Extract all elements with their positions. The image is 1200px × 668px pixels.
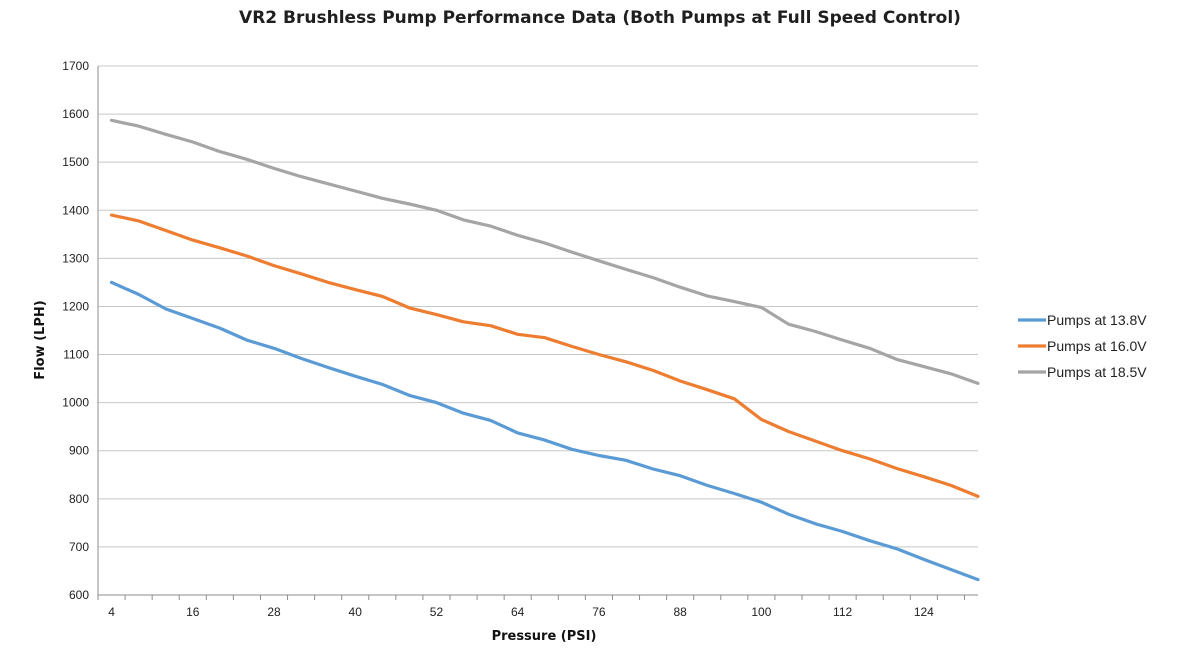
series-lines xyxy=(109,118,980,582)
y-tick-labels: 600 700 800 900 1000 1100 1200 1300 1400 1500 1600… xyxy=(62,59,89,602)
x-tick-label: 100 xyxy=(751,605,771,619)
x-tick-label: 76 xyxy=(592,605,606,619)
axes xyxy=(97,66,978,600)
y-tick-label: 1500 xyxy=(62,155,89,169)
y-tick-label: 800 xyxy=(69,492,89,506)
x-tick-label: 52 xyxy=(430,605,444,619)
y-tick-label: 1700 xyxy=(62,59,89,73)
series-line-2 xyxy=(109,213,980,498)
y-tick-label: 1400 xyxy=(62,203,89,217)
y-tick-label: 1000 xyxy=(62,396,89,410)
x-tick-label: 16 xyxy=(186,605,200,619)
x-tick-label: 124 xyxy=(914,605,934,619)
y-tick-label: 1300 xyxy=(62,251,89,265)
y-tick-label: 700 xyxy=(69,540,89,554)
legend-label: Pumps at 16.0V xyxy=(1047,338,1147,354)
x-tick-labels: 4 16 28 40 52 64 76 88 100 112 124 xyxy=(108,605,934,619)
gridlines xyxy=(98,65,978,548)
x-tick-label: 88 xyxy=(673,605,687,619)
x-tick-label: 112 xyxy=(833,605,852,619)
x-axis-label: Pressure (PSI) xyxy=(492,629,597,644)
x-tick-label: 64 xyxy=(511,605,525,619)
y-tick-label: 1100 xyxy=(63,348,89,362)
series-line-3 xyxy=(109,118,980,385)
series-line-1 xyxy=(109,280,980,582)
legend-label: Pumps at 13.8V xyxy=(1047,312,1147,328)
x-tick-label: 4 xyxy=(108,605,115,619)
y-tick-label: 1600 xyxy=(62,107,89,121)
y-tick-label: 900 xyxy=(69,444,89,458)
y-tick-label: 600 xyxy=(69,588,89,602)
legend-label: Pumps at 18.5V xyxy=(1047,364,1147,380)
x-tick-label: 28 xyxy=(267,605,281,619)
legend: Pumps at 13.8V Pumps at 16.0V Pumps at 18.… xyxy=(1018,312,1147,380)
chart-title: VR2 Brushless Pump Performance Data (Bot… xyxy=(239,8,961,28)
x-tick-label: 40 xyxy=(349,605,363,619)
y-tick-label: 1200 xyxy=(62,299,89,313)
y-axis-label: Flow (LPH) xyxy=(33,300,48,379)
